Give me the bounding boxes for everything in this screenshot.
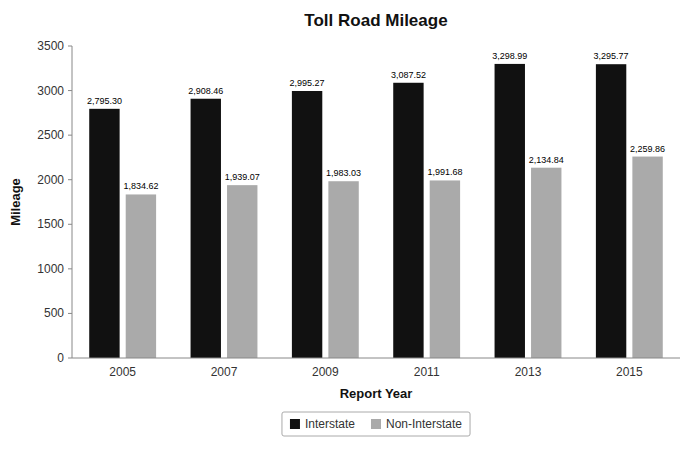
bar: [328, 181, 358, 358]
x-axis-line: [72, 358, 680, 359]
legend-item: Interstate: [290, 417, 355, 431]
y-axis-line: [72, 46, 73, 358]
bar: [596, 64, 626, 358]
bar: [126, 194, 156, 358]
data-label: 2,259.86: [630, 144, 665, 154]
x-tick-label: 2007: [211, 365, 238, 379]
bar: [191, 99, 221, 358]
data-label: 1,983.03: [326, 168, 361, 178]
legend-frame: [282, 412, 470, 436]
data-label: 2,134.84: [529, 155, 564, 165]
title: Toll Road Mileage: [304, 11, 447, 30]
y-tick-label: 1000: [37, 262, 64, 276]
bar: [89, 109, 119, 358]
bars: [89, 64, 663, 358]
y-axis-label: Mileage: [8, 178, 23, 226]
data-label: 2,995.27: [290, 78, 325, 88]
y-tick: [68, 268, 72, 269]
y-tick: [68, 358, 72, 359]
x-tick-label: 2013: [515, 365, 542, 379]
y-tick: [68, 224, 72, 225]
legend-label: Non-Interstate: [386, 417, 462, 431]
y-tick: [68, 46, 72, 47]
x-tick-label: 2009: [312, 365, 339, 379]
chart-container: 2,795.30 2,908.46 2,995.27 3,087.52 3,298.99…: [0, 0, 700, 450]
bar: [495, 64, 525, 358]
y-tick: [68, 313, 72, 314]
bar: [430, 180, 460, 358]
data-label: 1,939.07: [225, 172, 260, 182]
x-tick-label: 2011: [414, 365, 440, 379]
legend-swatch: [371, 419, 381, 429]
data-label: 2,908.46: [188, 86, 223, 96]
y-tick-label: 500: [44, 306, 64, 320]
y-tick-label: 3500: [37, 39, 64, 53]
bar: [227, 185, 257, 358]
y-tick: [68, 90, 72, 91]
y-tick-label: 1500: [37, 217, 64, 231]
legend-swatch: [290, 419, 300, 429]
y-tick-label: 2000: [37, 173, 64, 187]
legend-label: Interstate: [305, 417, 355, 431]
chart: 2,795.30 2,908.46 2,995.27 3,087.52 3,298.99…: [0, 0, 700, 450]
x-tick-label: 2005: [109, 365, 136, 379]
data-label: 2,795.30: [87, 96, 122, 106]
x-tick-label: 2015: [616, 365, 643, 379]
bar: [292, 91, 322, 358]
y-tick-label: 0: [57, 351, 64, 365]
data-label: 3,087.52: [391, 70, 426, 80]
bar: [531, 168, 561, 358]
y-tick-label: 3000: [37, 84, 64, 98]
y-tick: [68, 179, 72, 180]
legend-item: Non-Interstate: [371, 417, 462, 431]
bar: [393, 83, 423, 358]
x-axis-label: Report Year: [340, 386, 413, 401]
data-label: 1,991.68: [427, 167, 462, 177]
data-label: 3,295.77: [594, 51, 629, 61]
y-tick-label: 2500: [37, 128, 64, 142]
data-label: 3,298.99: [492, 51, 527, 61]
legend: Interstate Non-Interstate: [282, 412, 470, 436]
data-label: 1,834.62: [123, 181, 158, 191]
y-tick: [68, 135, 72, 136]
bar: [632, 157, 662, 358]
